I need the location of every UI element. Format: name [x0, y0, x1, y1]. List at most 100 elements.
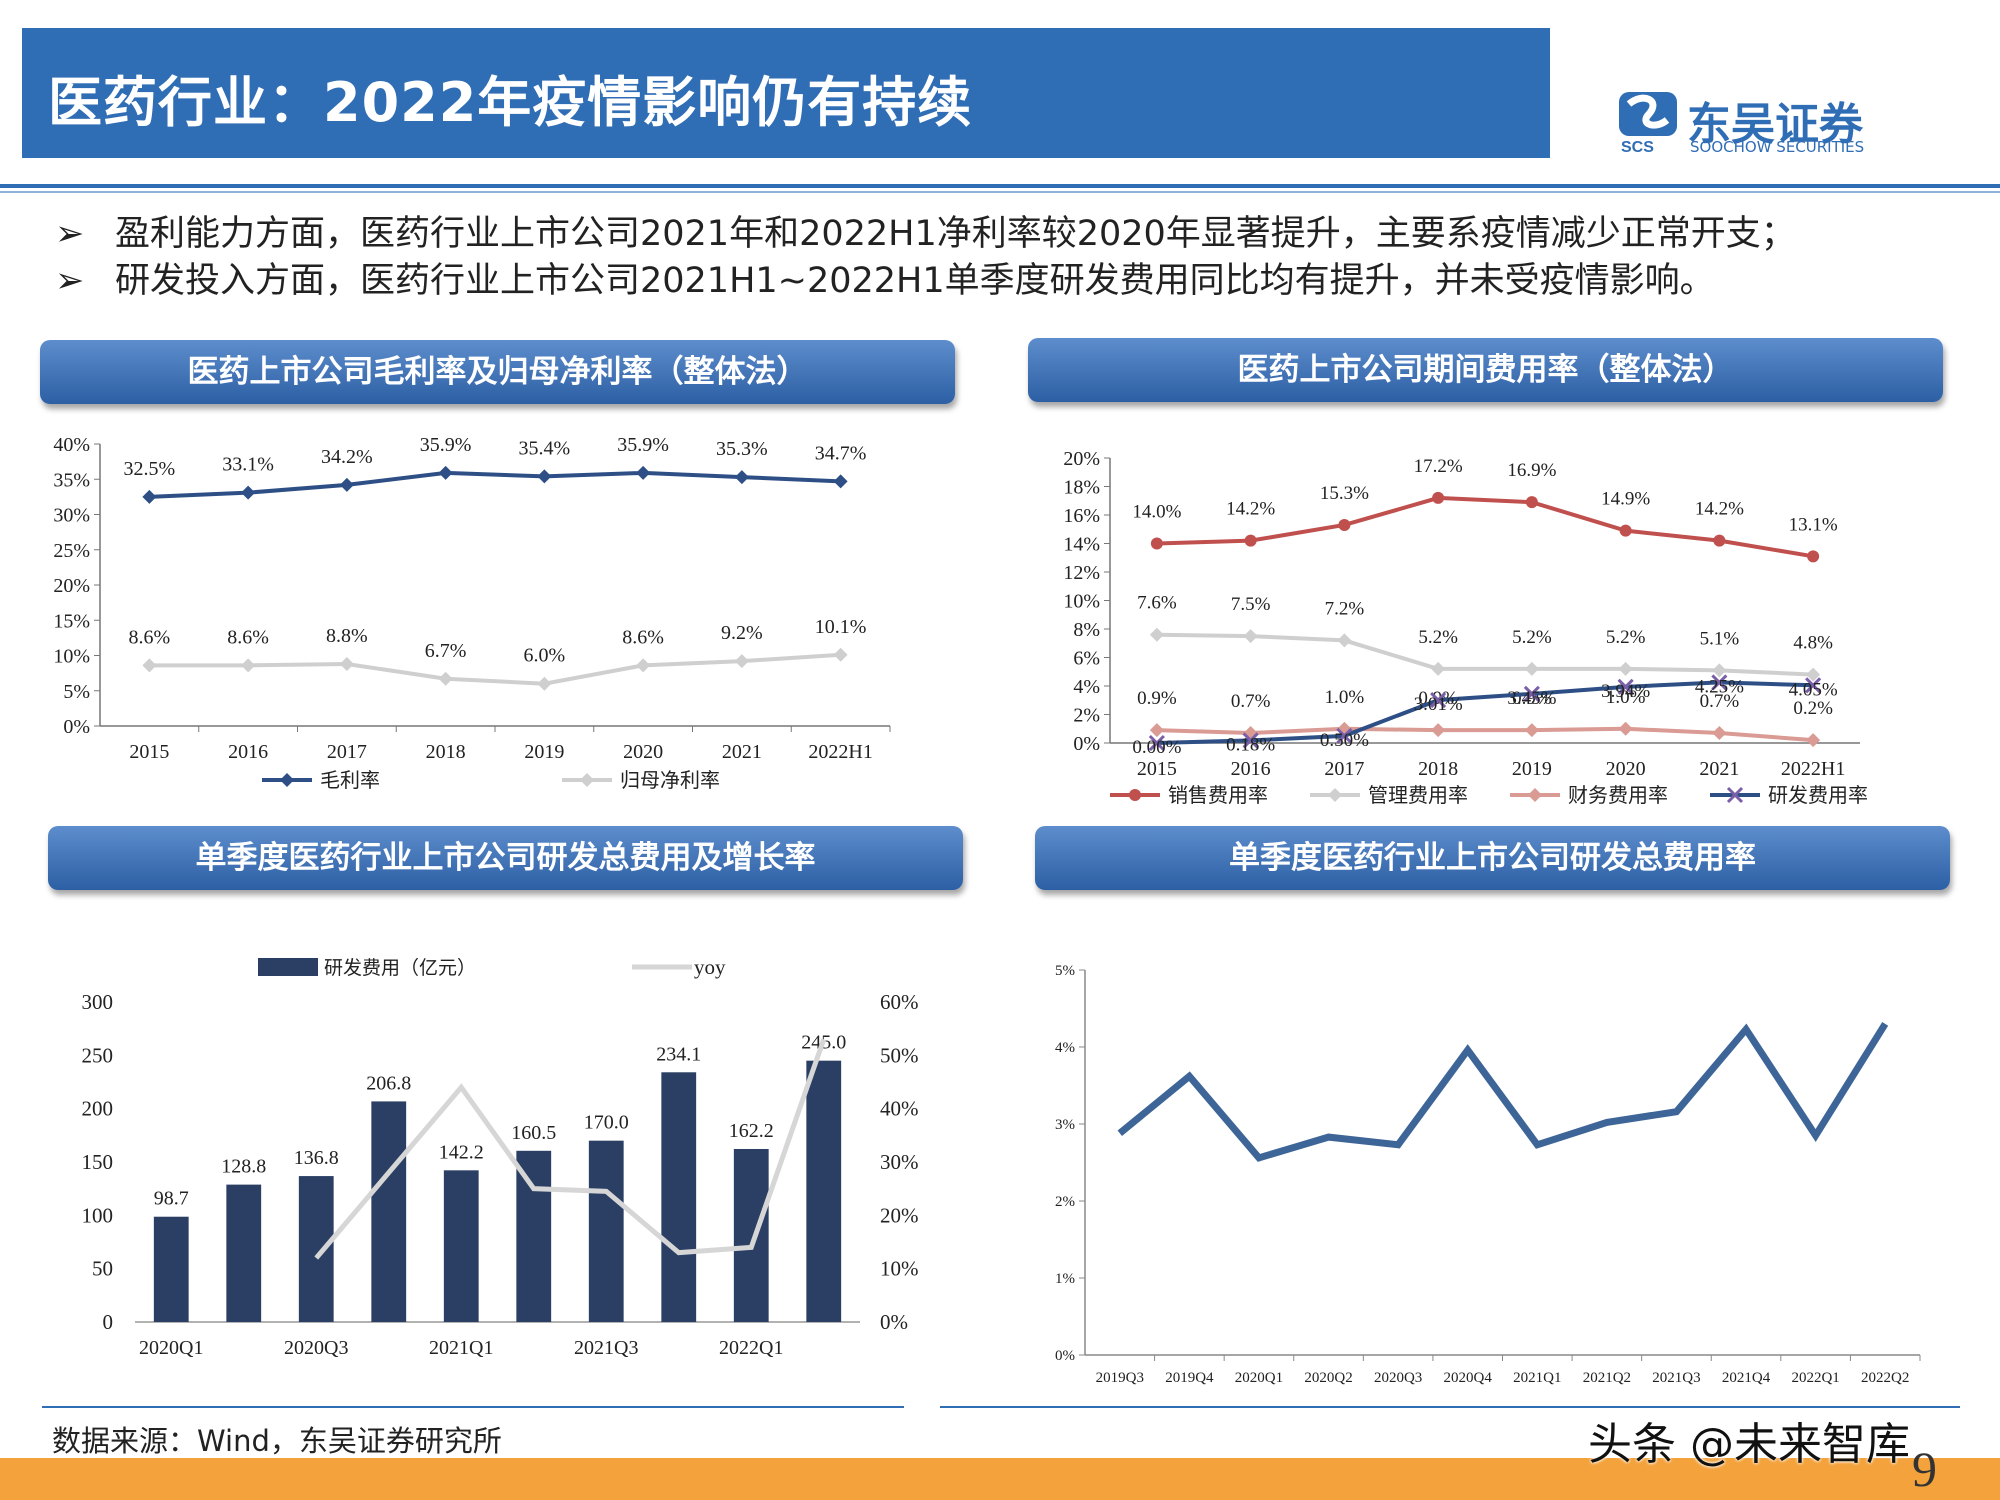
bullet-arrow-icon: ➢: [55, 214, 85, 254]
legend-label: 财务费用率: [1568, 784, 1668, 807]
data-point: [1713, 534, 1726, 547]
x-tick-label: 2017: [1324, 758, 1364, 780]
data-label: 35.4%: [519, 437, 571, 459]
y-tick-label: 30%: [53, 505, 90, 527]
legend-label: 研发费用率: [1768, 784, 1868, 807]
data-point: [1243, 629, 1258, 644]
y-tick-label: 14%: [1063, 534, 1100, 556]
data-label: 7.6%: [1137, 593, 1177, 614]
x-tick-label: 2020Q4: [1444, 1370, 1493, 1386]
data-label: 0.2%: [1793, 698, 1833, 719]
data-label: 136.8: [294, 1147, 339, 1169]
legend-label: 销售费用率: [1168, 784, 1268, 807]
data-label: 4.25%: [1695, 676, 1744, 697]
data-label: 35.9%: [420, 434, 472, 456]
legend-marker: [280, 773, 294, 787]
legend-label: 毛利率: [320, 769, 380, 792]
x-tick-label: 2021: [722, 741, 762, 763]
y-tick-label: 8%: [1073, 619, 1100, 641]
legend-marker: [1528, 788, 1542, 802]
y-tick-label: 18%: [1063, 477, 1100, 499]
data-label: 14.2%: [1226, 499, 1275, 520]
data-point: [636, 658, 651, 673]
legend-label: 研发费用（亿元）: [324, 957, 476, 979]
data-point: [241, 658, 256, 673]
x-tick-label: 2021Q3: [1652, 1370, 1700, 1386]
svg-text:SCS: SCS: [1621, 139, 1654, 156]
data-label: 13.1%: [1789, 514, 1838, 535]
data-point: [438, 671, 453, 686]
footer-divider-right: [940, 1406, 1960, 1408]
bullet-arrow-icon: ➢: [55, 261, 85, 301]
y-tick-label: 0%: [1073, 733, 1100, 755]
logo-chinese-name: 东吴证券: [1687, 99, 1863, 150]
chart-expense-ratios: 0% 2% 4% 6% 8% 10% 12% 14% 16% 18% 20% 2015 2016 2017…: [1063, 448, 1868, 807]
data-label: 128.8: [221, 1156, 266, 1178]
data-point: [241, 485, 256, 500]
data-label: 234.1: [656, 1043, 701, 1065]
x-tick-label: 2021Q2: [1583, 1370, 1631, 1386]
legend-label: 管理费用率: [1368, 784, 1468, 807]
header-bar: [22, 28, 1550, 158]
data-label: 34.2%: [321, 446, 373, 468]
series-line: [1156, 680, 1814, 745]
data-label: 14.9%: [1601, 489, 1650, 510]
y-tick-label: 16%: [1063, 505, 1100, 527]
data-point: [636, 465, 651, 480]
y-tick-label: 12%: [1063, 562, 1100, 584]
data-point: [142, 658, 157, 673]
data-label: 170.0: [584, 1112, 629, 1134]
data-point: [1617, 678, 1634, 695]
y-tick-label: 0%: [1055, 1348, 1075, 1364]
panel-title-rnd-ratio: 单季度医药行业上市公司研发总费用率: [1035, 826, 1950, 890]
data-label: 5.2%: [1606, 627, 1646, 648]
footer-divider-left: [42, 1406, 904, 1408]
y-tick-label: 10%: [53, 646, 90, 668]
data-label: 0.00%: [1132, 737, 1181, 758]
x-tick-label: 2022H1: [808, 741, 872, 763]
data-label: 206.8: [366, 1072, 411, 1094]
x-tick-label: 2019Q3: [1096, 1370, 1144, 1386]
y-tick-label: 1%: [1055, 1271, 1075, 1287]
bar: [806, 1060, 842, 1322]
chart-rnd-spend-growth: 0 50 100 150 200 250 300 0% 10% 20% 30% 40% 50% 60% 98…: [82, 955, 919, 1359]
data-point: [1149, 627, 1164, 642]
x-tick-label: 2017: [327, 741, 367, 763]
data-label: 35.9%: [617, 434, 669, 456]
data-label: 160.5: [511, 1122, 556, 1144]
y-tick-label: 10%: [1063, 591, 1100, 613]
data-label: 162.2: [729, 1120, 774, 1142]
page-number: 9: [1912, 1441, 1937, 1497]
series-line: [1156, 726, 1814, 743]
data-label: 9.2%: [721, 622, 763, 644]
x-tick-label: 2022H1: [1781, 758, 1845, 780]
bar: [443, 1170, 479, 1322]
data-point: [1712, 726, 1727, 741]
data-point: [1430, 692, 1447, 709]
data-label: 32.5%: [124, 458, 176, 480]
page-title: 医药行业：2022年疫情影响仍有持续: [48, 71, 973, 134]
series-line: [1117, 1022, 1889, 1162]
x-tick-label: 2022Q1: [719, 1337, 783, 1359]
data-point: [1523, 685, 1540, 702]
data-label: 5.1%: [1700, 628, 1740, 649]
data-label: 8.6%: [622, 626, 664, 648]
header-divider-thin: [0, 191, 2000, 193]
bullet-rnd: ➢ 研发投入方面，医药行业上市公司2021H1~2022H1单季度研发费用同比均有…: [55, 252, 1715, 303]
y-tick-label: 40%: [53, 434, 90, 456]
series-line: [1156, 632, 1814, 677]
data-point: [1432, 491, 1445, 504]
bar: [733, 1148, 769, 1322]
data-label: 17.2%: [1414, 456, 1463, 477]
x-tick-label: 2016: [1231, 758, 1271, 780]
legend-marker: [1726, 786, 1744, 804]
x-tick-label: 2020Q1: [1235, 1370, 1283, 1386]
legend-marker: [580, 773, 594, 787]
data-label: 7.5%: [1231, 594, 1271, 615]
y-tick-label: 20%: [53, 575, 90, 597]
data-point: [1148, 734, 1165, 752]
data-point: [1712, 663, 1727, 678]
y-tick-label: 100: [82, 1203, 114, 1227]
data-label: 15.3%: [1320, 483, 1369, 504]
x-tick-label: 2019Q4: [1165, 1370, 1214, 1386]
